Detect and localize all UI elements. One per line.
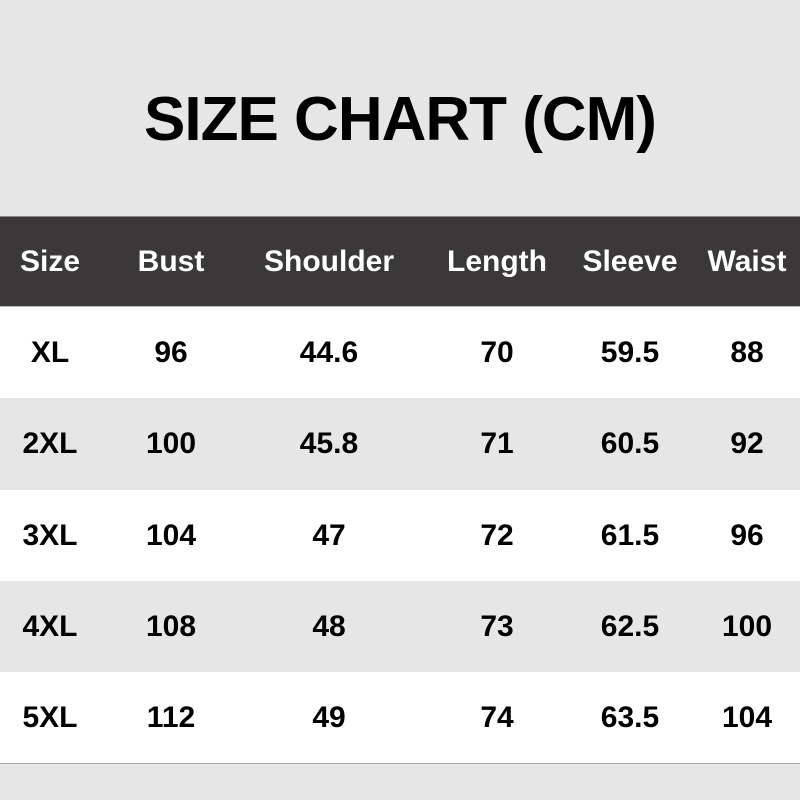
cell-bust: 100 (145, 427, 197, 461)
cell-length: 74 (480, 701, 514, 735)
cell-waist: 104 (721, 701, 773, 735)
table-header: Size Bust Shoulder Length Sleeve Waist (0, 216, 800, 307)
column-header-shoulder: Shoulder (263, 244, 395, 278)
table-row: 5XL 112 49 74 63.5 104 (0, 672, 800, 765)
cell-shoulder: 44.6 (299, 336, 359, 369)
table-row: 3XL 104 47 72 61.5 96 (0, 489, 800, 582)
table-row: 2XL 100 45.8 71 60.5 92 (0, 398, 800, 491)
cell-length: 72 (480, 518, 514, 552)
column-header-bust: Bust (137, 244, 205, 278)
cell-waist: 92 (730, 427, 764, 461)
cell-length: 73 (480, 609, 514, 643)
cell-shoulder: 45.8 (299, 427, 359, 461)
cell-size: XL (30, 336, 70, 369)
cell-length: 70 (480, 336, 514, 369)
cell-size: 5XL (22, 701, 78, 735)
cell-size: 2XL (22, 427, 78, 461)
cell-waist: 96 (730, 518, 764, 552)
table-row: XL 96 44.6 70 59.5 88 (0, 307, 800, 399)
cell-shoulder: 47 (312, 518, 346, 552)
column-header-length: Length (447, 244, 547, 278)
cell-size: 3XL (22, 518, 78, 552)
cell-size: 4XL (22, 609, 78, 643)
table-row: 4XL 108 48 73 62.5 100 (0, 580, 800, 673)
cell-bust: 104 (145, 518, 197, 552)
column-header-size: Size (19, 244, 81, 278)
cell-sleeve: 59.5 (600, 336, 660, 369)
page-title: SIZE CHART (CM) (144, 85, 657, 154)
cell-sleeve: 61.5 (600, 518, 660, 552)
cell-waist: 88 (730, 336, 764, 369)
cell-sleeve: 60.5 (600, 427, 660, 461)
cell-shoulder: 49 (312, 701, 346, 735)
cell-bust: 112 (146, 701, 196, 735)
divider (0, 763, 800, 764)
cell-shoulder: 48 (312, 609, 346, 643)
cell-sleeve: 62.5 (600, 609, 660, 643)
cell-bust: 96 (154, 336, 188, 369)
cell-sleeve: 63.5 (600, 701, 660, 735)
column-header-waist: Waist (707, 244, 787, 278)
cell-length: 71 (480, 427, 514, 461)
cell-waist: 100 (721, 609, 773, 643)
column-header-sleeve: Sleeve (582, 244, 678, 278)
cell-bust: 108 (145, 609, 197, 643)
